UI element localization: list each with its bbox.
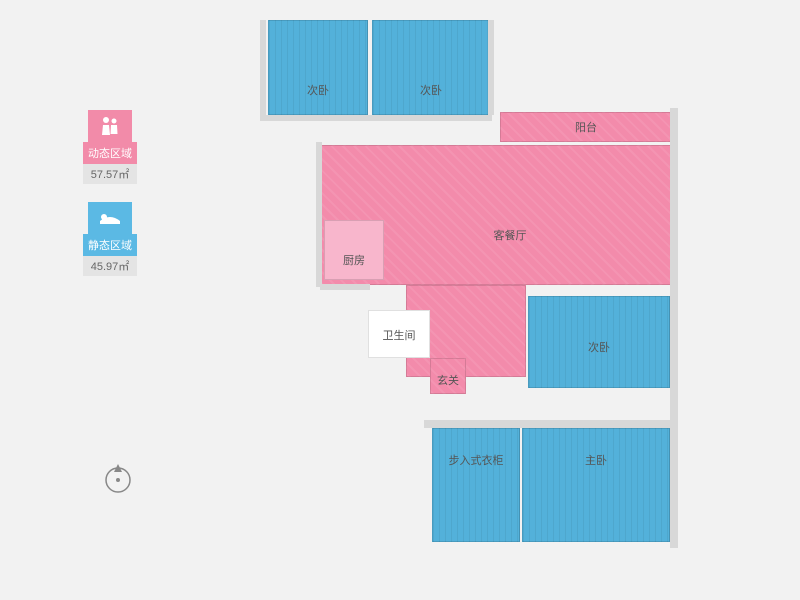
legend-dynamic-label: 动态区域 [83,142,137,164]
room-label-entry: 玄关 [437,372,459,388]
room-label-bedroom2c: 次卧 [588,339,610,355]
room-label-kitchen: 厨房 [343,252,365,268]
room-label-bath: 卫生间 [383,327,416,343]
wall [316,142,322,287]
wall [424,420,524,428]
room-label-bedroom2a: 次卧 [307,82,329,98]
wall [670,108,678,548]
wall [520,420,678,428]
legend: 动态区域 57.57㎡ 静态区域 45.97㎡ [80,110,140,294]
people-icon [88,110,132,142]
legend-static: 静态区域 45.97㎡ [80,202,140,276]
room-master [522,428,670,542]
room-label-master: 主卧 [585,452,607,468]
room-label-balcony: 阳台 [575,119,597,135]
legend-dynamic-value: 57.57㎡ [83,164,137,184]
legend-static-value: 45.97㎡ [83,256,137,276]
room-bedroom2b [372,20,490,115]
wall [320,284,370,290]
wall [260,20,266,115]
wall [488,20,494,115]
floorplan: 次卧次卧阳台客餐厅厨房卫生间玄关次卧步入式衣柜主卧 [260,20,690,560]
room-label-living: 客餐厅 [494,227,527,243]
room-kitchen [324,220,384,280]
wall [260,115,492,121]
compass-icon [100,460,136,496]
room-label-bedroom2b: 次卧 [420,82,442,98]
sleep-icon [88,202,132,234]
room-label-closet: 步入式衣柜 [449,452,504,468]
legend-dynamic: 动态区域 57.57㎡ [80,110,140,184]
room-closet [432,428,520,542]
legend-static-label: 静态区域 [83,234,137,256]
room-bedroom2a [268,20,368,115]
